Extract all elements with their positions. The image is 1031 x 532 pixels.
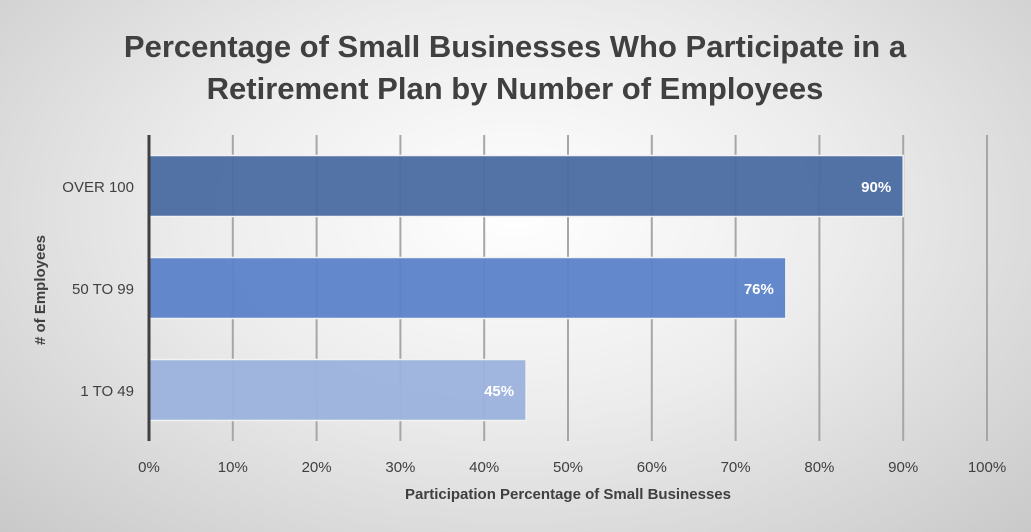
y-category-label: OVER 100 <box>62 179 134 196</box>
chart-title-line-2: Retirement Plan by Number of Employees <box>207 71 824 106</box>
y-axis-title: # of Employees <box>32 235 49 345</box>
x-tick-label: 50% <box>553 459 583 476</box>
x-tick-label: 60% <box>637 459 667 476</box>
x-tick-label: 20% <box>302 459 332 476</box>
x-tick-label: 0% <box>138 459 160 476</box>
x-tick-label: 30% <box>385 459 415 476</box>
bar <box>148 154 904 218</box>
bar <box>148 358 527 422</box>
bars: 90% 76% 45% <box>148 154 904 422</box>
x-tick-label: 80% <box>804 459 834 476</box>
x-tick-label: 10% <box>218 459 248 476</box>
x-axis-ticks: 0% 10% 20% 30% 40% 50% 60% 70% 80% 90% 100% <box>138 459 1006 476</box>
bar <box>148 256 787 320</box>
x-axis-title: Participation Percentage of Small Busine… <box>405 486 731 503</box>
data-label: 45% <box>484 383 514 400</box>
chart-title-line-1: Percentage of Small Businesses Who Parti… <box>124 29 907 64</box>
y-axis-categories: OVER 100 50 TO 99 1 TO 49 <box>62 179 134 400</box>
data-label: 76% <box>744 281 774 298</box>
data-label: 90% <box>861 179 891 196</box>
x-tick-label: 100% <box>968 459 1006 476</box>
y-category-label: 50 TO 99 <box>72 281 134 298</box>
x-tick-label: 70% <box>721 459 751 476</box>
x-tick-label: 40% <box>469 459 499 476</box>
y-category-label: 1 TO 49 <box>80 383 134 400</box>
x-tick-label: 90% <box>888 459 918 476</box>
